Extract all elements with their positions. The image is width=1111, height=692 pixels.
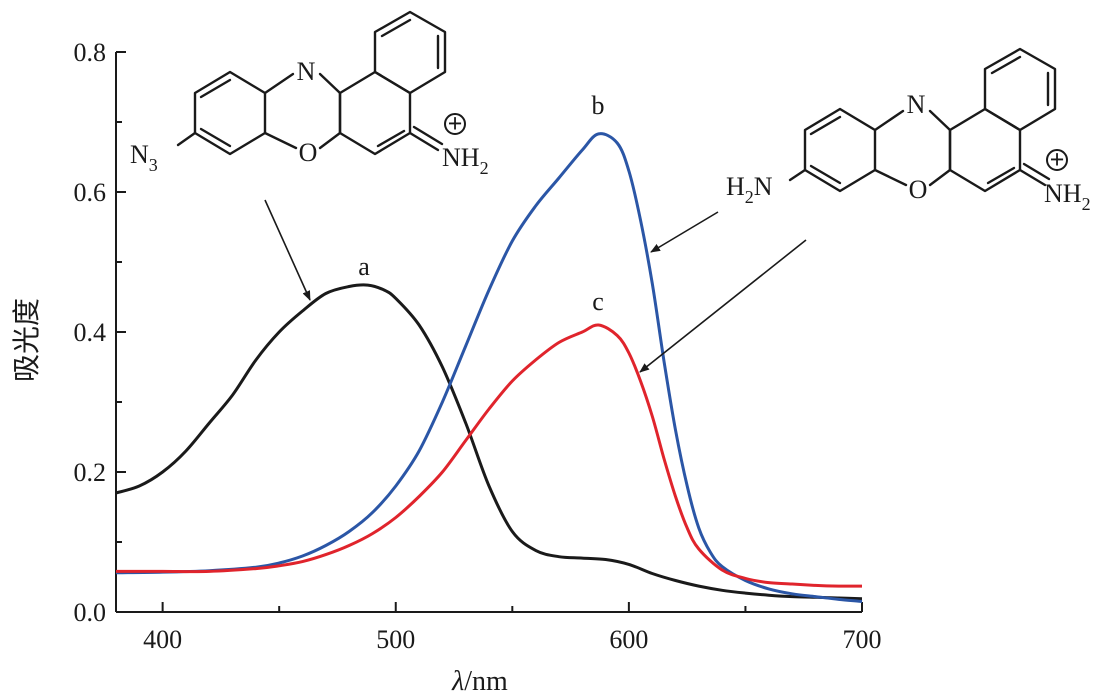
arrow-to-curve-c (639, 239, 807, 373)
struct-left-substituent: N3 (130, 140, 158, 175)
struct-right-substituent: H2N (726, 172, 773, 207)
series-line-b (115, 132, 863, 603)
ticks-layer: 400 500 600 700 0.0 0.2 0.4 0.6 0.8 (74, 38, 882, 654)
series-line-a (115, 283, 863, 601)
arrow-to-curve-b (650, 211, 719, 253)
y-tick-label: 0.4 (74, 318, 107, 347)
arrow-to-curve-a (264, 199, 311, 301)
y-axis-title: 吸光度 (11, 298, 43, 382)
series-line-c (116, 323, 863, 588)
struct-right-iminium: NH2 (1044, 179, 1091, 214)
x-axis-title: λ/nm (451, 666, 508, 692)
x-tick-label: 500 (376, 625, 415, 654)
charge-circle-right (1046, 149, 1068, 171)
x-axis-title-symbol: λ (451, 666, 464, 692)
curve-label-b: b (592, 91, 605, 120)
struct-right-charge: + (1050, 145, 1065, 174)
charge-circle-left (444, 113, 466, 135)
structure-azido: N O N3 NH2 + (130, 10, 489, 178)
y-tick-label: 0.6 (74, 178, 107, 207)
curves-layer (115, 132, 863, 603)
struct-left-ring-o: O (299, 138, 318, 167)
curve-label-a: a (358, 252, 370, 281)
x-tick-label: 400 (143, 625, 182, 654)
struct-left-charge: + (448, 109, 463, 138)
struct-right-ring-o: O (909, 175, 928, 204)
x-axis-title-unit: /nm (464, 666, 508, 692)
curve-label-c: c (592, 287, 604, 316)
structure-amino: N O H2N NH2 + (726, 47, 1091, 214)
struct-right-ring-n: N (907, 90, 926, 119)
x-tick-label: 700 (843, 625, 882, 654)
struct-left-ring-n: N (297, 57, 316, 86)
y-tick-label: 0.2 (74, 458, 107, 487)
x-tick-label: 600 (609, 625, 648, 654)
struct-left-iminium: NH2 (442, 143, 489, 178)
y-tick-label: 0.8 (74, 38, 107, 67)
y-tick-label: 0.0 (74, 598, 107, 627)
